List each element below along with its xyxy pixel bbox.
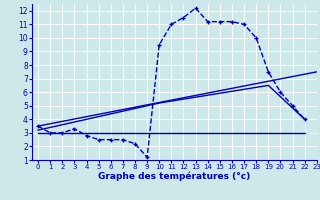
- X-axis label: Graphe des températures (°c): Graphe des températures (°c): [98, 172, 251, 181]
